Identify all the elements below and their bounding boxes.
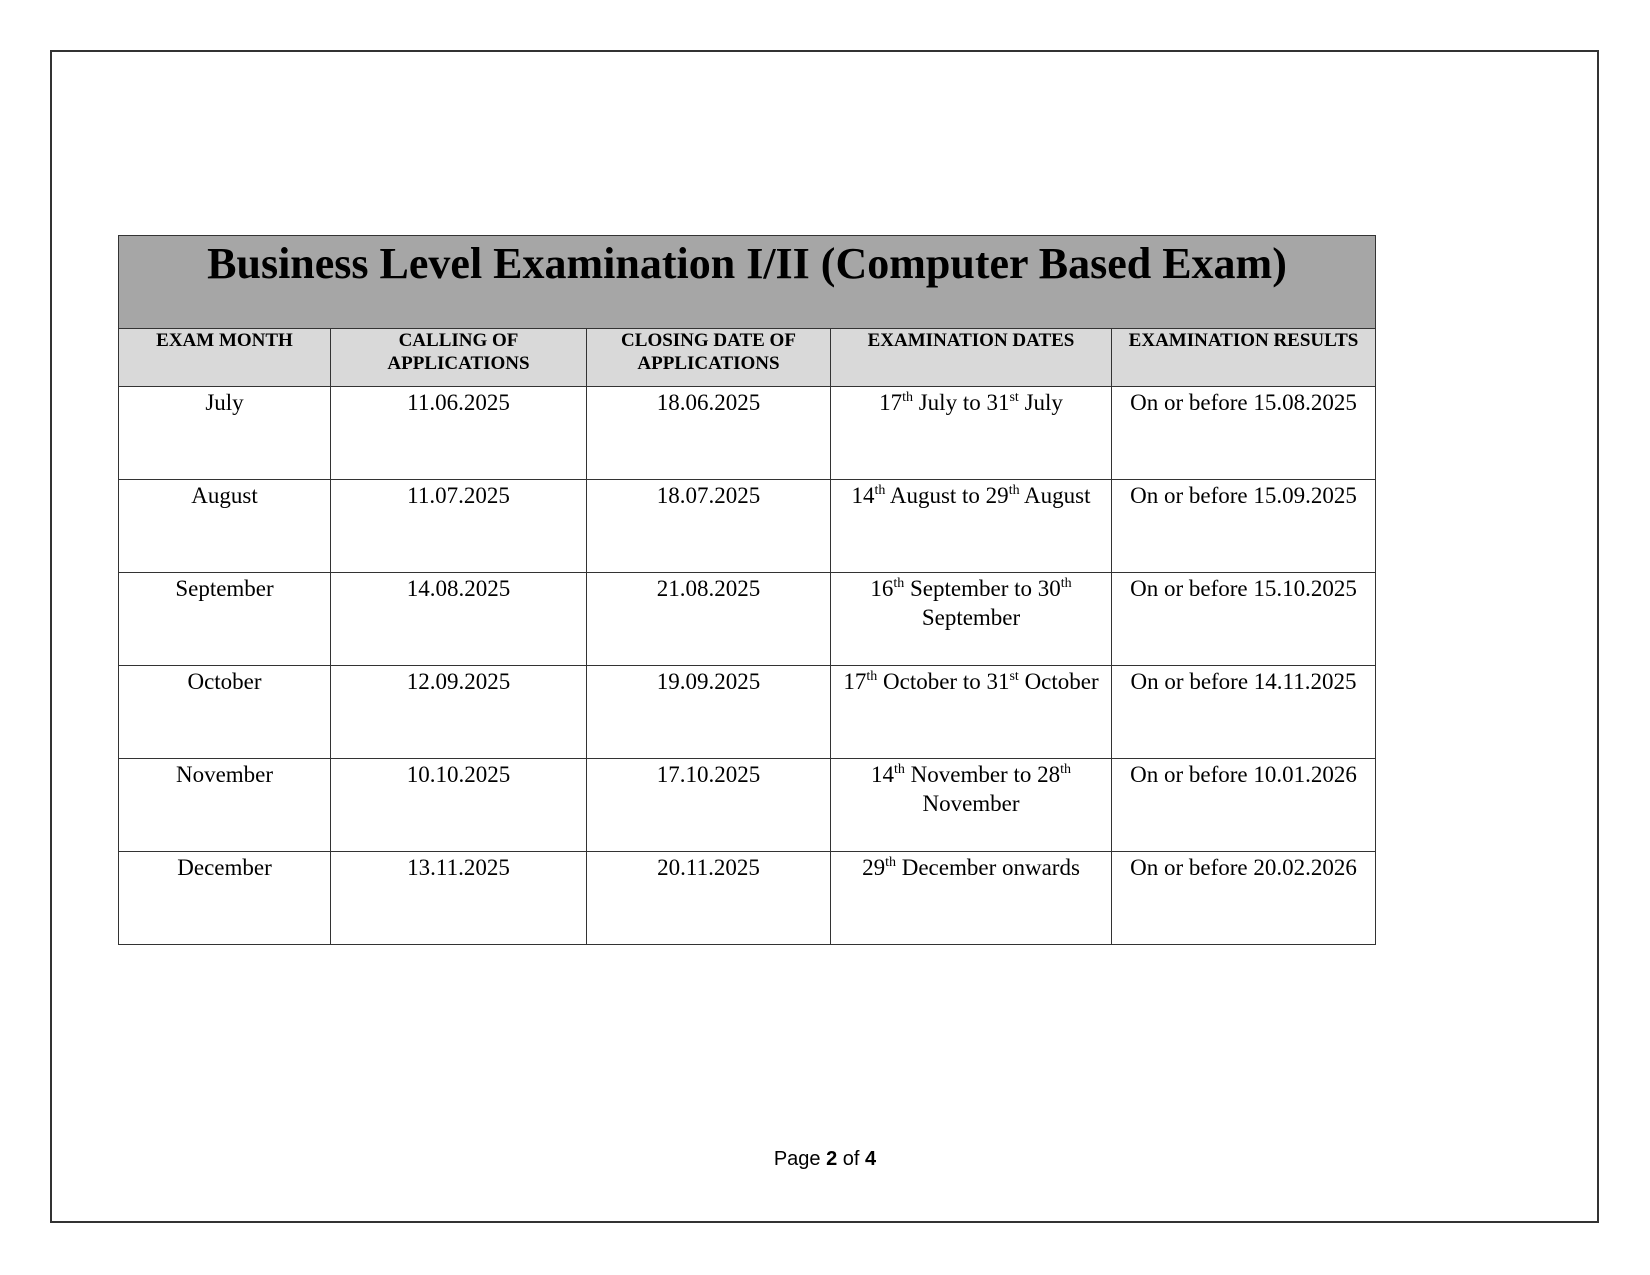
dates-text: November to 28 xyxy=(904,762,1061,787)
table-row: October 12.09.2025 19.09.2025 17th October … xyxy=(118,665,1377,759)
examination-dates: 16th September to 30th September xyxy=(830,572,1112,666)
calling-date: 12.09.2025 xyxy=(330,665,587,759)
exam-month: November xyxy=(118,758,331,852)
calling-date: 14.08.2025 xyxy=(330,572,587,666)
closing-date: 21.08.2025 xyxy=(586,572,831,666)
dates-text: July to 31 xyxy=(912,390,1010,415)
start-day: 17 xyxy=(843,669,867,694)
current-page: 2 xyxy=(826,1148,838,1170)
closing-date: 17.10.2025 xyxy=(586,758,831,852)
table-row: July 11.06.2025 18.06.2025 17th July to 31s… xyxy=(118,386,1377,480)
end-month: September xyxy=(921,605,1021,630)
end-month: November xyxy=(922,791,1020,816)
header-row: EXAM MONTH CALLING OF APPLICATIONS CLOSI… xyxy=(118,328,1377,387)
start-suffix: th xyxy=(866,669,878,684)
page-border xyxy=(50,50,1599,1223)
calling-date: 13.11.2025 xyxy=(330,851,587,945)
end-suffix: th xyxy=(1060,762,1071,777)
table-row: September 14.08.2025 21.08.2025 16th Septem… xyxy=(118,572,1377,666)
dates-text: October to 31 xyxy=(877,669,1010,694)
exam-schedule-table: Business Level Examination I/II (Compute… xyxy=(117,235,1377,945)
examination-dates: 17th July to 31st July xyxy=(830,386,1112,480)
calling-date: 10.10.2025 xyxy=(330,758,587,852)
start-suffix: th xyxy=(894,762,905,777)
header-exam-month: EXAM MONTH xyxy=(118,328,331,387)
header-exam-dates: EXAMINATION DATES xyxy=(830,328,1112,387)
start-day: 14 xyxy=(851,483,875,508)
page-number: Page 2 of 4 xyxy=(0,1148,1650,1171)
start-day: 14 xyxy=(871,762,894,787)
start-day: 17 xyxy=(879,390,903,415)
examination-result: On or before 20.02.2026 xyxy=(1110,851,1377,945)
header-closing: CLOSING DATE OF APPLICATIONS xyxy=(586,328,831,387)
start-day: 29 xyxy=(862,855,886,880)
table-row: November 10.10.2025 17.10.2025 14th Novembe… xyxy=(118,758,1377,852)
total-pages: 4 xyxy=(865,1148,877,1170)
exam-month: October xyxy=(118,665,331,759)
table-title: Business Level Examination I/II (Compute… xyxy=(117,235,1377,329)
closing-date: 20.11.2025 xyxy=(586,851,831,945)
exam-month: December xyxy=(118,851,331,945)
start-suffix: th xyxy=(885,855,896,870)
dates-text: December onwards xyxy=(895,855,1080,880)
start-suffix: th xyxy=(893,576,905,591)
end-suffix: th xyxy=(1008,483,1020,498)
calling-date: 11.06.2025 xyxy=(330,386,587,480)
closing-date: 18.06.2025 xyxy=(586,386,831,480)
exam-month: September xyxy=(118,572,331,666)
calling-date: 11.07.2025 xyxy=(330,479,587,573)
closing-date: 18.07.2025 xyxy=(586,479,831,573)
examination-result: On or before 15.09.2025 xyxy=(1110,479,1377,573)
header-calling: CALLING OF APPLICATIONS xyxy=(330,328,587,387)
examination-dates: 29th December onwards xyxy=(830,851,1112,945)
start-suffix: th xyxy=(902,390,913,405)
examination-result: On or before 15.10.2025 xyxy=(1110,572,1377,666)
examination-dates: 14th August to 29th August xyxy=(830,479,1112,573)
dates-text: September to 30 xyxy=(904,576,1061,601)
end-suffix: st xyxy=(1009,390,1019,405)
closing-date: 19.09.2025 xyxy=(586,665,831,759)
exam-month: August xyxy=(118,479,331,573)
start-day: 16 xyxy=(870,576,894,601)
end-month: October xyxy=(1018,669,1099,694)
examination-dates: 17th October to 31st October xyxy=(830,665,1112,759)
page-label: Page xyxy=(773,1148,827,1170)
page-of: of xyxy=(837,1148,866,1170)
end-month: July xyxy=(1018,390,1063,415)
exam-month: July xyxy=(118,386,331,480)
table-row: August 11.07.2025 18.07.2025 14th August to… xyxy=(118,479,1377,573)
examination-result: On or before 15.08.2025 xyxy=(1110,386,1377,480)
dates-text: August to 29 xyxy=(885,483,1009,508)
examination-result: On or before 10.01.2026 xyxy=(1110,758,1377,852)
end-suffix: th xyxy=(1060,576,1072,591)
header-results: EXAMINATION RESULTS xyxy=(1110,328,1377,387)
end-month: August xyxy=(1019,483,1091,508)
start-suffix: th xyxy=(874,483,886,498)
end-suffix: st xyxy=(1009,669,1019,684)
table-row: December 13.11.2025 20.11.2025 29th Decembe… xyxy=(118,851,1377,945)
examination-dates: 14th November to 28th November xyxy=(830,758,1112,852)
examination-result: On or before 14.11.2025 xyxy=(1110,665,1377,759)
